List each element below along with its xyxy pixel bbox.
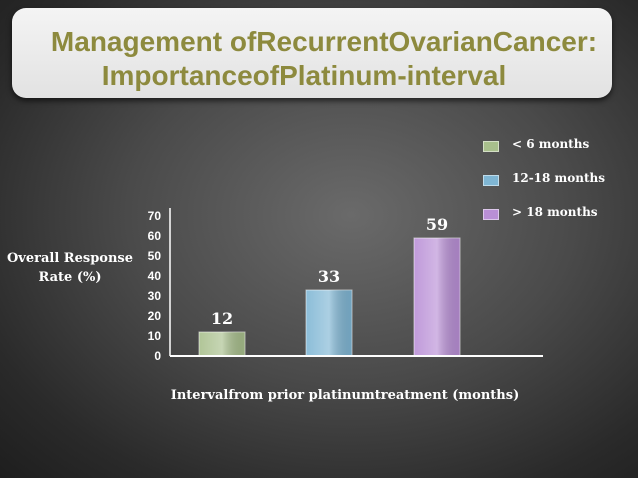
y-tick-label: 0 <box>154 349 161 363</box>
bar-value-label: 59 <box>426 215 448 234</box>
legend-swatch-12-18 <box>483 175 499 186</box>
bar-value-label: 33 <box>318 267 340 286</box>
y-tick-label: 40 <box>148 269 162 283</box>
bar <box>305 289 353 357</box>
y-tick-label: 10 <box>148 329 162 343</box>
slide-title-line-1: Management ofRecurrentOvarianCancer: <box>50 26 598 57</box>
bar <box>413 237 461 357</box>
y-tick-label: 60 <box>148 229 162 243</box>
y-tick-label: 70 <box>148 209 162 223</box>
y-tick-label: 30 <box>148 289 162 303</box>
legend-label-12-18: 12-18 months <box>512 171 606 185</box>
title-banner: Management ofRecurrentOvarianCancer: Imp… <box>12 8 612 98</box>
bar <box>198 331 246 357</box>
legend-label-lt6: < 6 months <box>512 137 590 151</box>
x-axis-label: Intervalfrom prior platinumtreatment (mo… <box>170 388 520 403</box>
legend-label-gt18: > 18 months <box>512 205 598 219</box>
slide-title-line-2: ImportanceofPlatinum-interval <box>101 60 507 91</box>
legend-swatch-gt18 <box>483 209 499 220</box>
bar-shine <box>199 332 245 356</box>
bar-shine <box>306 290 352 356</box>
bar-shine <box>414 238 460 356</box>
y-tick-label: 50 <box>148 249 162 263</box>
y-tick-label: 20 <box>148 309 162 323</box>
y-axis-label: Overall Response Rate (%) <box>6 251 134 285</box>
bar-value-label: 12 <box>211 309 233 328</box>
legend-swatch-lt6 <box>483 141 499 152</box>
